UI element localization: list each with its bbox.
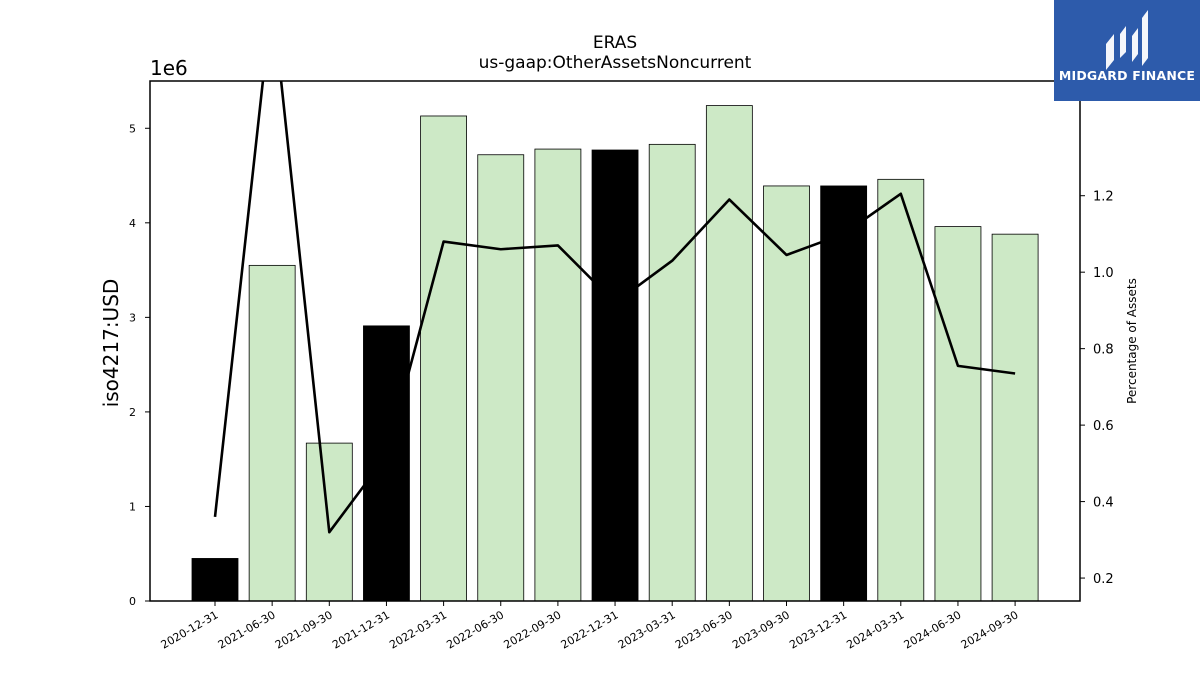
x-tick-label: 2023-03-31 xyxy=(616,608,678,651)
y2-tick-label: 0.6 xyxy=(1093,419,1114,434)
bar-2021-06-30 xyxy=(248,264,296,602)
x-tick-label: 2022-03-31 xyxy=(387,608,449,651)
logo-text: MIDGARD FINANCE xyxy=(1058,68,1196,83)
y-tick-label: 0 xyxy=(129,595,136,608)
y-tick-label: 1 xyxy=(129,500,136,513)
x-tick-label: 2024-06-30 xyxy=(902,608,964,651)
chart-title: ERAS xyxy=(592,33,638,53)
x-tick-label: 2022-09-30 xyxy=(502,608,564,651)
x-tick-label: 2023-09-30 xyxy=(730,608,792,651)
bar-2024-03-31 xyxy=(877,178,925,602)
bar-2024-09-30 xyxy=(991,233,1039,602)
x-tick-label: 2020-12-31 xyxy=(159,608,221,651)
x-tick-label: 2021-06-30 xyxy=(216,608,278,651)
bar-2022-09-30 xyxy=(534,148,582,602)
y-tick-label: 3 xyxy=(129,311,136,324)
x-tick-label: 2024-03-31 xyxy=(844,608,906,651)
y2-tick-label: 1.2 xyxy=(1093,190,1114,205)
bar-2022-06-30 xyxy=(477,154,525,602)
x-tick-label: 2022-12-31 xyxy=(559,608,621,651)
y2-tick-label: 1.0 xyxy=(1093,266,1114,281)
y-axis-label: iso4217:USD xyxy=(99,279,123,408)
x-tick-label: 2021-12-31 xyxy=(330,608,392,651)
bar-2022-03-31 xyxy=(420,115,468,602)
y-offset-label: 1e6 xyxy=(150,56,188,80)
x-tick-label: 2023-06-30 xyxy=(673,608,735,651)
logo-mark-icon xyxy=(1106,10,1148,70)
bar-2023-03-31 xyxy=(648,143,696,602)
midgard-finance-logo: MIDGARD FINANCE xyxy=(1054,0,1200,101)
bar-2022-12-31 xyxy=(591,149,639,602)
y-tick-label: 5 xyxy=(129,122,136,135)
bar-2023-06-30 xyxy=(705,105,753,602)
x-tick-label: 2021-09-30 xyxy=(273,608,335,651)
y2-axis-label: Percentage of Assets xyxy=(1125,278,1139,404)
bar-2020-12-31 xyxy=(191,558,239,602)
x-tick-label: 2024-09-30 xyxy=(959,608,1021,651)
y2-tick-label: 0.8 xyxy=(1093,343,1114,358)
bar-2021-12-31 xyxy=(363,325,410,602)
y2-tick-label: 0.4 xyxy=(1093,496,1114,511)
percentage-line xyxy=(213,81,1016,534)
y-tick-label: 2 xyxy=(129,406,136,419)
bar-2023-12-31 xyxy=(820,185,868,602)
y-tick-label: 4 xyxy=(129,217,136,230)
y2-tick-label: 0.2 xyxy=(1093,572,1114,587)
bar-2024-06-30 xyxy=(934,226,982,602)
chart-subtitle: us-gaap:OtherAssetsNoncurrent xyxy=(478,53,752,73)
x-tick-label: 2022-06-30 xyxy=(444,608,506,651)
x-tick-label: 2023-12-31 xyxy=(787,608,849,651)
